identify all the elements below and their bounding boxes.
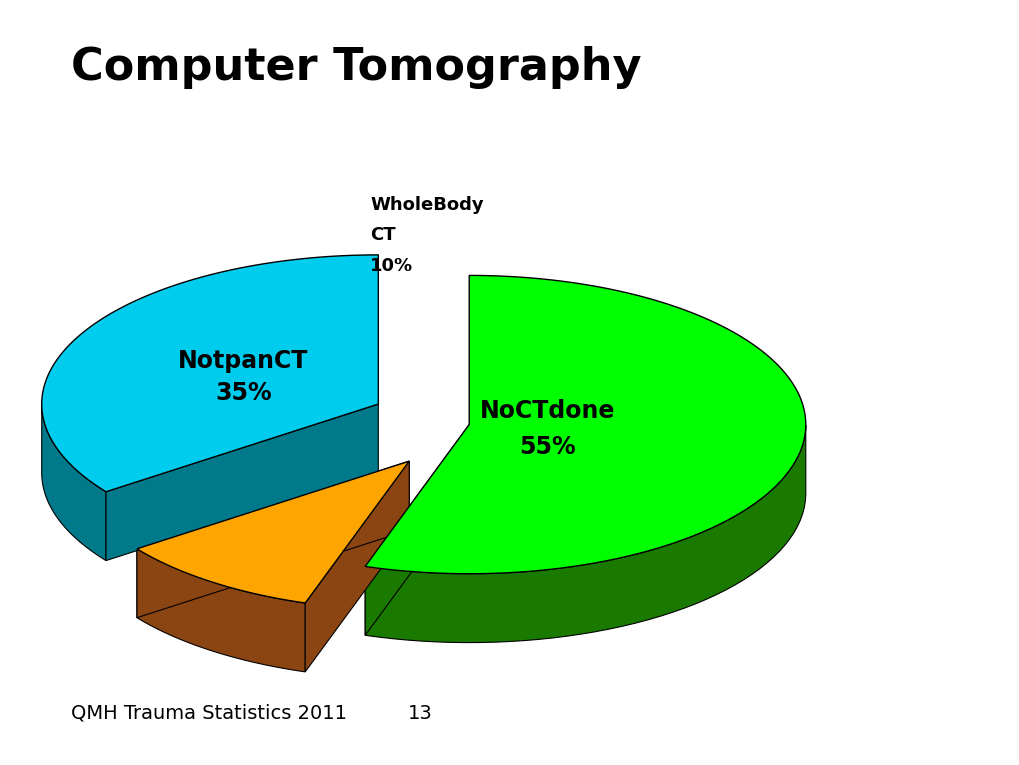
Polygon shape [305,461,409,672]
Text: NoCTdone: NoCTdone [480,399,614,422]
Text: QMH Trauma Statistics 2011: QMH Trauma Statistics 2011 [71,704,347,723]
Text: 55%: 55% [519,435,576,459]
Text: CT: CT [370,226,395,245]
Polygon shape [365,425,805,643]
Polygon shape [137,461,409,617]
Text: WholeBody: WholeBody [370,196,483,214]
Text: 10%: 10% [370,257,413,275]
Text: NotpanCT: NotpanCT [178,349,308,373]
PathPatch shape [137,461,409,603]
Polygon shape [137,549,305,672]
PathPatch shape [365,275,805,574]
PathPatch shape [42,255,378,492]
Polygon shape [106,404,378,561]
Text: Computer Tomography: Computer Tomography [71,46,641,89]
Polygon shape [42,402,106,561]
Polygon shape [365,425,469,635]
Text: 35%: 35% [215,381,271,405]
Text: 13: 13 [408,704,432,723]
